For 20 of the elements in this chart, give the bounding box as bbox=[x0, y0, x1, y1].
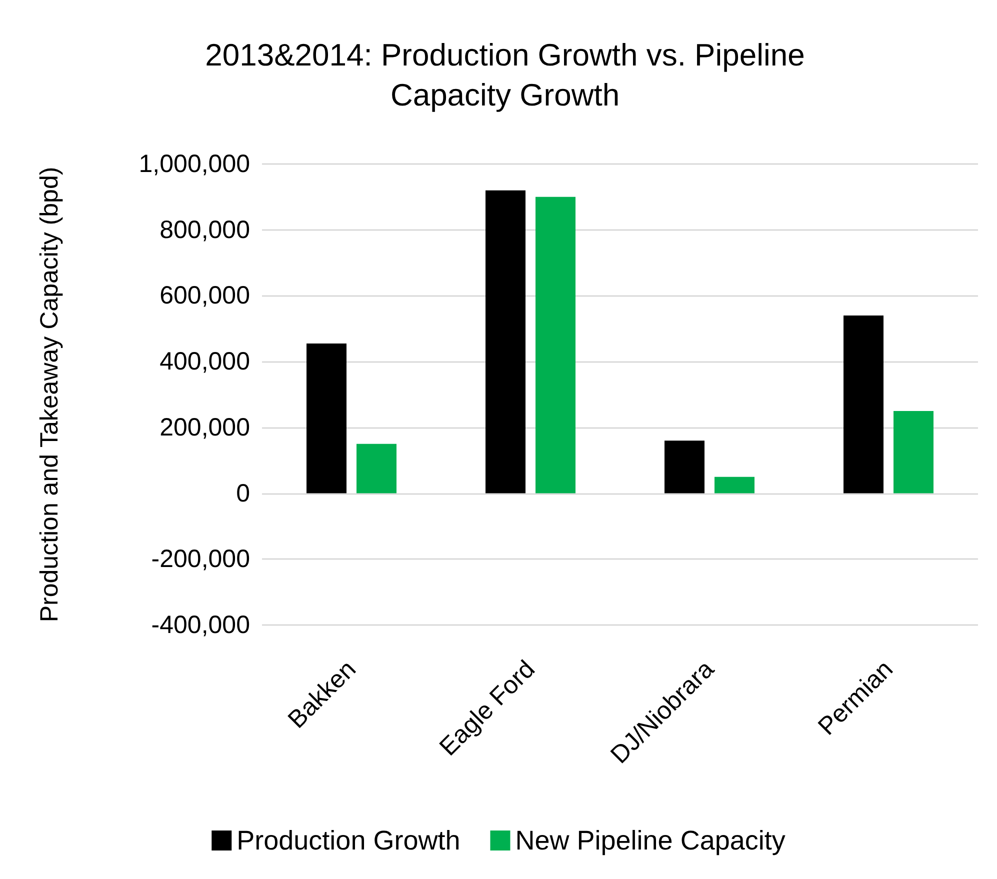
y-tick-label: 200,000 bbox=[160, 413, 250, 442]
y-tick-label: -200,000 bbox=[151, 545, 250, 574]
y-axis-title: Production and Takeaway Capacity (bpd) bbox=[36, 166, 64, 622]
bar bbox=[664, 440, 704, 494]
bar bbox=[356, 444, 396, 494]
bar bbox=[894, 410, 934, 494]
legend-label: New Pipeline Capacity bbox=[515, 826, 786, 856]
legend-label: Production Growth bbox=[236, 826, 460, 856]
bar bbox=[536, 196, 576, 494]
y-tick-label: 1,000,000 bbox=[138, 150, 250, 178]
bar bbox=[486, 190, 526, 494]
chart-title: 2013&2014: Production Growth vs. Pipeline Capacity Growth bbox=[205, 38, 805, 112]
y-tick-label: 0 bbox=[236, 479, 250, 508]
bar bbox=[306, 343, 346, 494]
bar bbox=[844, 315, 884, 494]
y-tick-label: 600,000 bbox=[160, 282, 250, 310]
y-tick-label: 400,000 bbox=[160, 348, 250, 376]
y-tick-label: 800,000 bbox=[160, 216, 250, 244]
y-tick-label: -400,000 bbox=[151, 611, 250, 639]
bar bbox=[714, 476, 754, 494]
